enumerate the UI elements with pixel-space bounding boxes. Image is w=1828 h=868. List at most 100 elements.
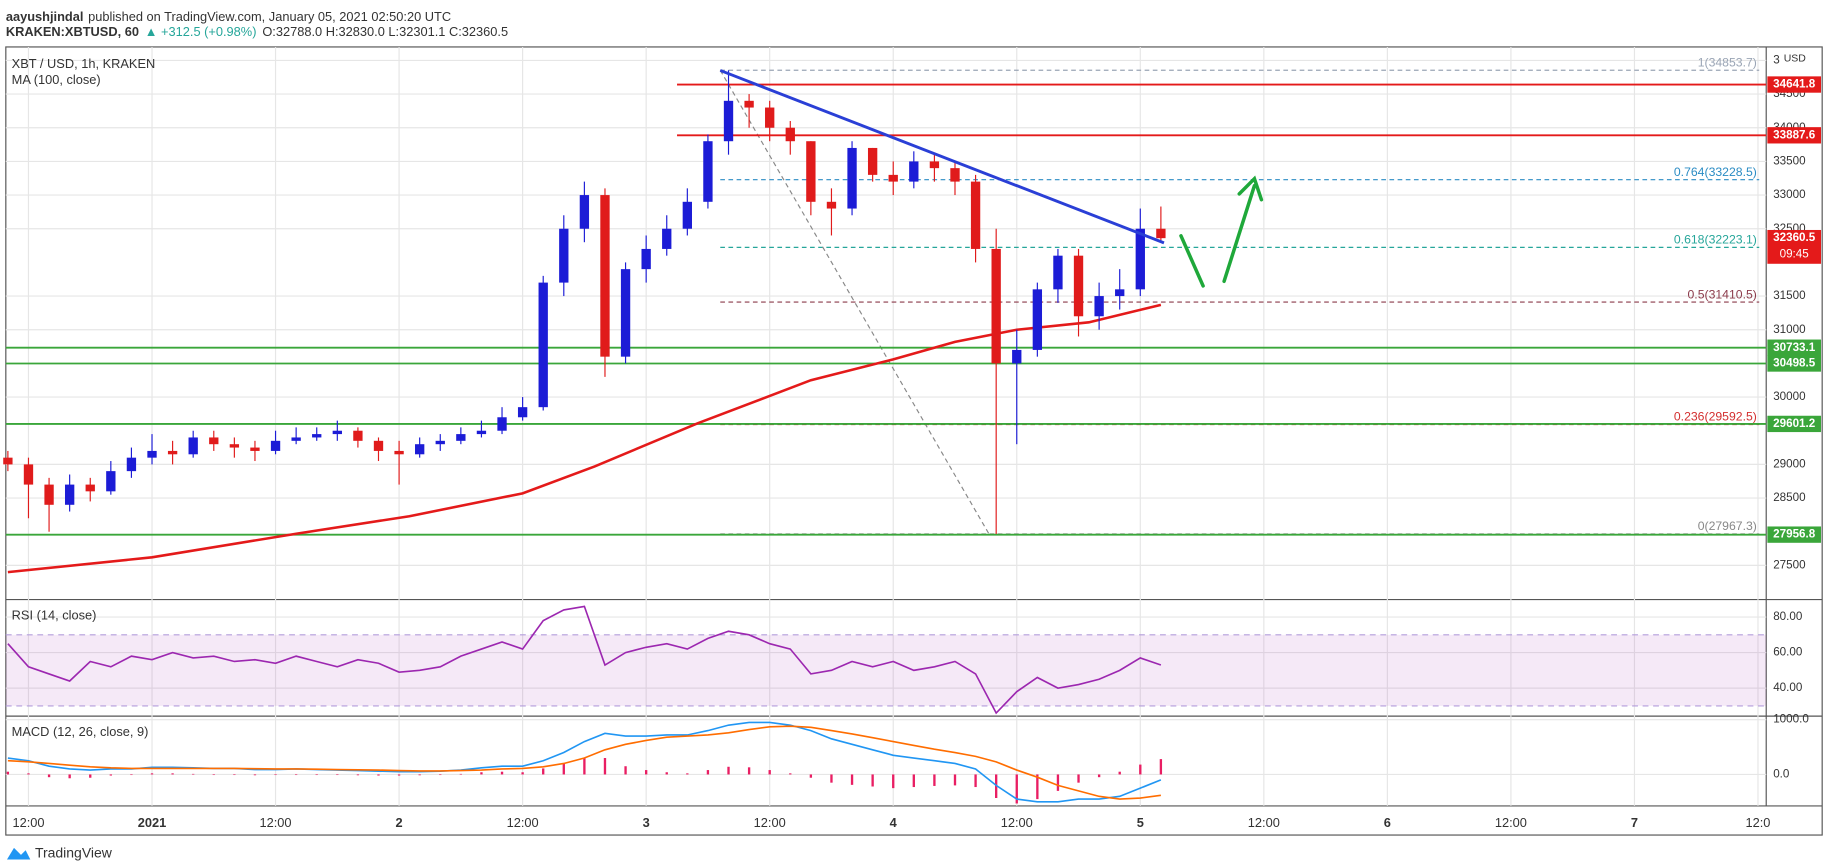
macd-histogram-bar [521,772,524,775]
candle-body [765,107,775,128]
candle-body [106,471,116,492]
candle-body [476,430,487,435]
macd-histogram-bar [377,774,380,776]
candle-body [332,430,342,435]
candle-body [723,100,734,142]
arrow-head [1237,175,1264,202]
publish-line: aayushjindal published on TradingView.com… [6,9,451,24]
candle-body [23,464,34,485]
arrow-up-leg [1222,183,1257,284]
candle-body [1094,296,1104,317]
macd-histogram-bar [644,770,648,775]
macd-histogram-bar [686,773,689,775]
change: ▲ +312.5 (+0.98%) [145,24,257,39]
macd-histogram-bar [27,773,30,775]
y-tick-label: 30000 [1773,390,1806,403]
candle-body [147,450,157,458]
rsi-band [5,634,1767,706]
arrow-down-leg [1179,234,1205,288]
macd-histogram-bar [1118,771,1121,775]
ma-legend: MA (100, close) [12,72,101,87]
plot-layer: 12:00 2021 12:00 2 12:00 3 12:00 4 12:00 5 12:00 6 1… [3,46,1822,830]
trendline [719,69,1165,245]
macd-histogram-bar [624,766,627,775]
candle-body [126,457,137,472]
rsi-legend: RSI (14, close) [12,607,97,622]
y-tick-label: 3 [1773,53,1779,66]
fib-label: 0.618(32223.1) [1674,233,1757,247]
candle-body [394,450,404,455]
candle-body [991,248,1001,364]
candle-body [600,195,610,357]
candle-body [517,407,528,418]
y-tick-label: 29000 [1773,457,1806,470]
logo-icon [6,847,31,860]
macd-histogram-bar [830,774,833,783]
y-tick-label: 33500 [1773,154,1806,167]
x-tick-label: 12:00 [754,815,786,830]
currency: USD [1784,53,1807,64]
x-tick-label: 12:00 [1248,815,1280,830]
macd-histogram-bar [727,766,730,775]
macd-histogram-bar [1056,774,1060,791]
candle-body [929,161,940,169]
ohlc: O:32788.0 H:32830.0 L:32301.1 C:32360.5 [262,24,508,39]
macd-histogram-bar [480,772,483,775]
level-price-label: 27956.8 [1773,528,1816,541]
macd-histogram-bar [130,774,133,776]
macd-histogram-bar [274,774,277,776]
macd-histogram-bar [212,774,215,776]
macd-histogram-bar [418,774,421,776]
macd-histogram-bar [933,774,936,786]
candle-body [847,147,857,209]
fib-label: 0.5(31410.5) [1687,287,1756,301]
candle-body [415,444,425,455]
macd-histogram-bar [171,773,174,775]
macd-histogram-bar [562,763,565,775]
symbol-line: KRAKEN:XBTUSD, 60 ▲ +312.5 (+0.98%) O:3278… [6,24,508,39]
symbol: KRAKEN:XBTUSD, 60 [6,24,139,39]
candle-body [1135,228,1145,290]
x-tick-label: 2021 [138,815,167,830]
macd-histogram-bar [336,774,339,776]
last-price-label: 32360.5 [1773,231,1816,244]
macd-legend: MACD (12, 26, close, 9) [12,724,149,739]
level-price-label: 33887.6 [1773,128,1816,141]
candle-body [1073,255,1084,317]
x-tick-label: 5 [1137,815,1144,830]
macd-histogram-bar [192,773,195,775]
macd-histogram-bar [850,774,854,785]
level-price-box [1767,526,1822,543]
candle-body [909,161,919,182]
level-price-label: 30498.5 [1773,357,1816,370]
macd-histogram-bar [233,774,236,776]
level-price-label: 34641.8 [1773,78,1816,91]
fib-label: 0.764(33228.5) [1674,165,1757,179]
x-tick-label: 6 [1384,815,1391,830]
candle-body [1032,289,1043,350]
macd-histogram-bar [603,758,607,775]
candle-body [620,269,631,357]
y-tick-label: 80.00 [1773,610,1803,623]
level-price-box [1767,127,1822,144]
candle-body [538,282,548,408]
macd-histogram-bar [1159,759,1163,775]
candle-body [703,141,713,202]
candle-body [456,434,466,441]
candle-body [641,248,651,270]
candle-body [291,437,301,441]
y-tick-label: 31500 [1773,289,1806,302]
macd-histogram-bar [953,774,957,786]
macd-histogram-bar [397,774,401,776]
macd-histogram-bar [1097,774,1101,778]
candle-body [353,430,363,441]
candle-body [867,147,878,175]
author: aayushjindal [6,9,84,24]
y-tick-label: 33000 [1773,188,1806,201]
macd-histogram-bar [768,770,771,775]
candle-body [785,127,795,142]
candle-body [167,450,178,455]
x-tick-label: 12:00 [12,815,44,830]
forecast-arrow [1179,175,1264,288]
